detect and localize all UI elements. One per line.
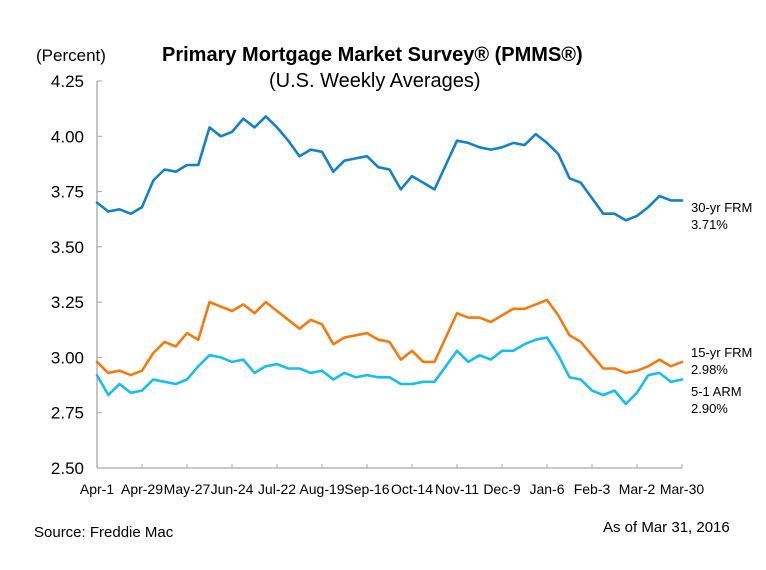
y-axis-ticks: 4.25 4.00 3.75 3.50 3.25 3.00 2.75 2.50 — [51, 72, 102, 478]
x-tick-label: Jan-6 — [529, 481, 564, 497]
x-tick-label: Apr-1 — [80, 481, 114, 497]
y-axis-unit-label: (Percent) — [36, 46, 106, 65]
y-tick-label: 4.00 — [51, 127, 84, 146]
as-of-date: As of Mar 31, 2016 — [603, 519, 730, 536]
series-value-15-yr-frm: 2.98% — [691, 362, 728, 377]
series-line-5-1-arm — [95, 336, 684, 406]
y-tick-label: 2.50 — [51, 459, 84, 478]
x-axis-ticks: Apr-1 Apr-29 May-27 Jun-24 Jul-22 Aug-19 Sep-1… — [80, 464, 704, 497]
series-label-15-yr-frm: 15-yr FRM — [691, 345, 752, 360]
y-tick-label: 2.75 — [51, 404, 84, 423]
x-tick-label: Mar-2 — [619, 481, 656, 497]
series-label-30-yr-frm: 30-yr FRM — [691, 200, 752, 215]
y-tick-label: 3.75 — [51, 183, 84, 202]
y-tick-label: 4.25 — [51, 72, 84, 91]
y-tick-label: 3.00 — [51, 348, 84, 367]
series-lines — [95, 115, 684, 406]
source-note: Source: Freddie Mac — [34, 524, 174, 541]
x-tick-label: Oct-14 — [391, 481, 433, 497]
chart-subtitle: (U.S. Weekly Averages) — [269, 70, 481, 92]
chart-title: Primary Mortgage Market Survey® (PMMS®) — [162, 44, 583, 66]
series-line-15-yr-frm — [95, 298, 684, 377]
series-end-labels: 30-yr FRM 3.71% 15-yr FRM 2.98% 5-1 ARM 2.90% — [691, 200, 752, 416]
series-label-5-1-arm: 5-1 ARM — [691, 384, 742, 399]
y-tick-label: 3.50 — [51, 238, 84, 257]
x-tick-label: Sep-16 — [344, 481, 389, 497]
x-tick-label: Dec-9 — [483, 481, 521, 497]
series-value-5-1-arm: 2.90% — [691, 401, 728, 416]
series-line-30-yr-frm — [95, 115, 684, 222]
axes — [96, 81, 682, 469]
x-tick-label: Nov-11 — [435, 481, 479, 497]
x-tick-label: Apr-29 — [121, 481, 163, 497]
series-value-30-yr-frm: 3.71% — [691, 217, 728, 232]
x-tick-label: Aug-19 — [299, 481, 344, 497]
x-tick-label: May-27 — [164, 481, 211, 497]
x-tick-label: Jul-22 — [258, 481, 296, 497]
x-tick-label: Jun-24 — [211, 481, 254, 497]
x-tick-label: Mar-30 — [660, 481, 705, 497]
y-tick-label: 3.25 — [51, 293, 84, 312]
x-tick-label: Feb-3 — [574, 481, 611, 497]
